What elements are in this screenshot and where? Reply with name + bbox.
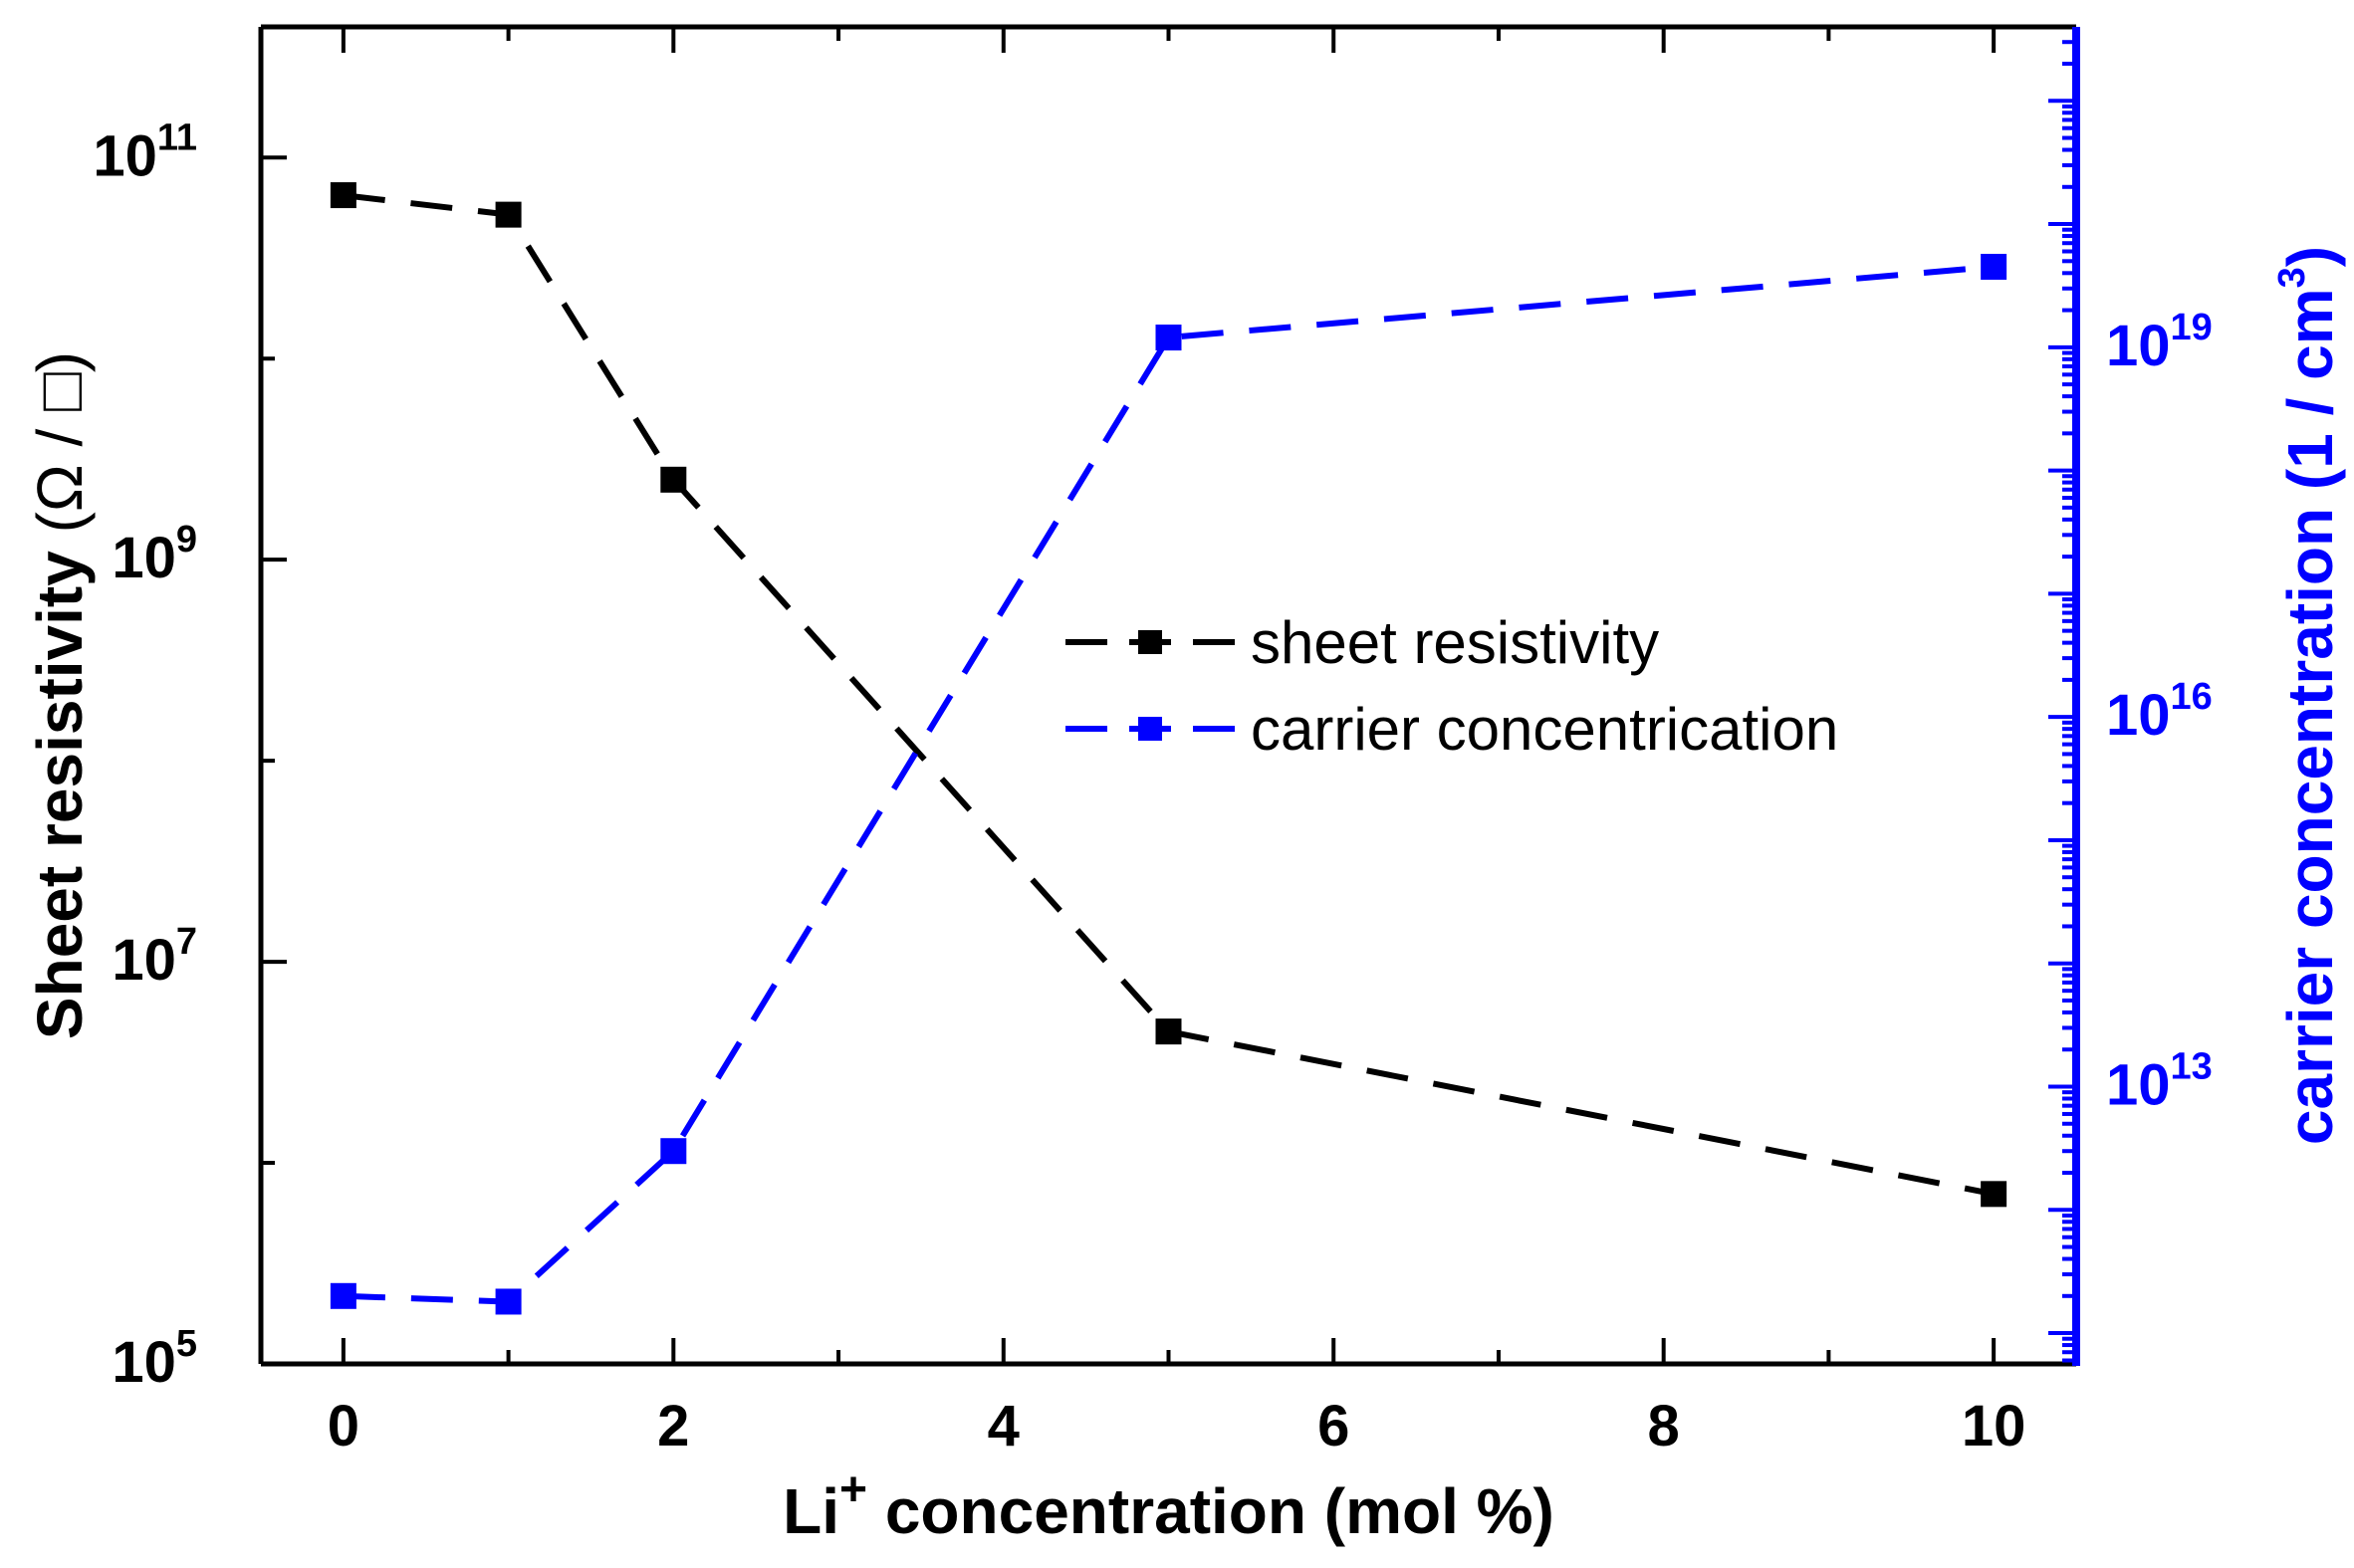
y-right-tick-label: 1013	[2106, 1045, 2213, 1117]
axes: 0 2 4 6 8 10 105 107 109 1011 1013 1016 1019 Li+ conc…	[24, 24, 2346, 1547]
sheet-resistivity-point	[495, 201, 522, 228]
x-tick-label: 6	[1317, 1394, 1349, 1458]
sheet-resistivity-point	[330, 182, 356, 209]
y-left-tick-label: 107	[112, 921, 197, 993]
x-tick-label: 4	[988, 1394, 1020, 1458]
sheet-resistivity-point	[1155, 1018, 1182, 1045]
legend-marker	[1138, 630, 1162, 654]
legend-label: carrier concentrication	[1251, 696, 1838, 763]
y-left-tick-label: 1011	[93, 116, 197, 188]
x-tick-label: 2	[657, 1394, 689, 1458]
x-axis-title: Li+ concentration (mol %)	[783, 1463, 1554, 1547]
carrier-concentration-point	[660, 1138, 687, 1165]
carrier-concentration-point	[495, 1288, 522, 1315]
y-right-tick-label: 1016	[2106, 676, 2213, 748]
legend: sheet resistivity carrier concentrication	[1065, 609, 1838, 763]
sheet-resistivity-point	[660, 466, 687, 493]
carrier-concentration-point	[330, 1282, 356, 1309]
legend-label: sheet resistivity	[1251, 609, 1659, 676]
carrier-concentration-point	[1981, 253, 2007, 280]
series-line-carrier-concentration	[343, 264, 1995, 1305]
y-left-tick-label: 109	[112, 519, 197, 590]
y-right-tick-label: 1019	[2106, 307, 2213, 378]
y-right-axis-title: carrier concentration (1 / cm3)	[2271, 246, 2346, 1145]
x-tick-label: 8	[1648, 1394, 1680, 1458]
legend-marker	[1138, 717, 1162, 741]
x-tick-label: 0	[328, 1394, 359, 1458]
plot-area	[330, 182, 2007, 1315]
carrier-concentration-point	[1155, 325, 1182, 351]
y-left-tick-label: 105	[112, 1323, 197, 1395]
y-left-axis-title: Sheet resistivity (Ω / □)	[24, 351, 96, 1039]
x-tick-label: 10	[1962, 1394, 2026, 1458]
sheet-resistivity-point	[1981, 1181, 2007, 1208]
